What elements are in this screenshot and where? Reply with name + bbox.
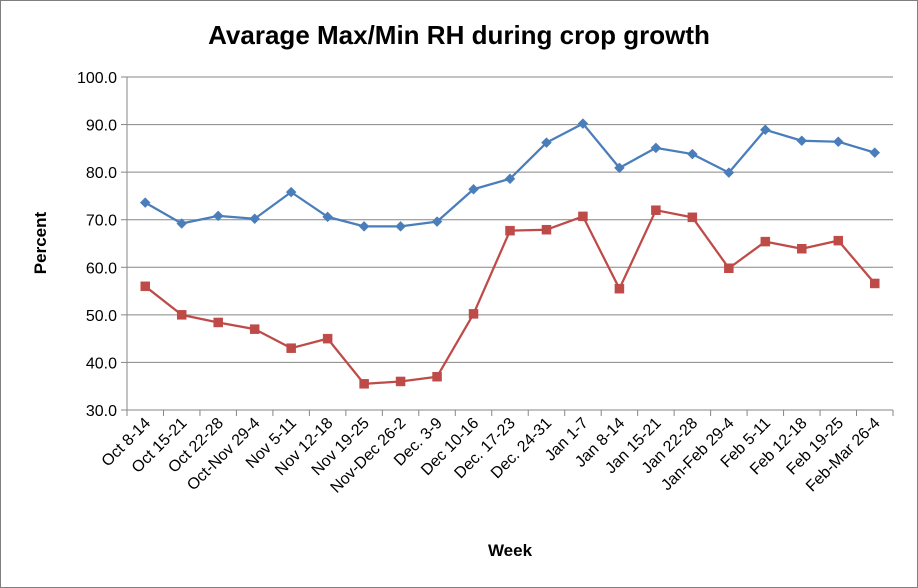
data-point: [322, 211, 333, 223]
chart-title: Avarage Max/Min RH during crop growth: [208, 20, 710, 50]
data-point: [797, 243, 807, 254]
data-point: [614, 162, 625, 174]
y-tick-label: 50.0: [86, 308, 117, 325]
data-point: [870, 278, 880, 289]
data-point: [541, 137, 552, 149]
x-axis-title: Week: [488, 541, 533, 560]
axes: [121, 76, 894, 416]
data-point: [432, 371, 442, 382]
data-point: [431, 216, 443, 227]
data-point: [651, 205, 661, 215]
gridlines: [127, 76, 893, 363]
data-point: [395, 221, 406, 232]
data-point: [796, 135, 808, 147]
data-point: [176, 218, 188, 229]
y-tick-label: 100.0: [77, 70, 117, 87]
series-group: [139, 118, 881, 389]
data-point: [614, 283, 625, 294]
data-point: [468, 309, 479, 319]
data-point: [176, 310, 187, 320]
data-point: [687, 148, 698, 160]
data-point: [285, 186, 297, 198]
series-2: [140, 205, 880, 389]
data-point: [577, 118, 589, 129]
data-point: [213, 317, 223, 328]
data-point: [759, 124, 771, 136]
data-point: [541, 224, 552, 235]
y-tick-label: 90.0: [86, 118, 117, 135]
y-tick-label: 80.0: [86, 165, 117, 182]
y-tick-label: 60.0: [86, 260, 117, 277]
data-point: [832, 136, 844, 148]
y-axis-title: Percent: [31, 211, 50, 274]
data-point: [468, 183, 479, 195]
data-point: [505, 225, 515, 236]
data-point: [504, 173, 516, 185]
data-point: [286, 343, 296, 353]
data-point: [578, 211, 588, 222]
data-point: [249, 324, 260, 334]
y-tick-label: 40.0: [86, 355, 117, 372]
y-tick-label: 30.0: [86, 403, 117, 420]
data-point: [869, 147, 881, 158]
y-tick-label: 70.0: [86, 213, 117, 230]
y-tick-labels: 30.0 40.0 50.0 60.0 70.0 80.0 90.0 100.0: [77, 70, 117, 420]
series-1: [139, 118, 881, 232]
data-point: [140, 281, 150, 292]
data-point: [139, 197, 151, 208]
series-2-line: [144, 209, 876, 385]
data-point: [212, 210, 224, 222]
data-point: [687, 212, 698, 223]
data-point: [395, 376, 406, 387]
data-point: [322, 333, 333, 344]
data-point: [358, 221, 370, 232]
data-point: [724, 263, 734, 273]
data-point: [760, 236, 771, 247]
data-point: [249, 213, 261, 225]
data-point: [359, 379, 369, 389]
data-point: [833, 235, 844, 246]
data-point: [723, 167, 735, 178]
data-point: [650, 142, 662, 154]
